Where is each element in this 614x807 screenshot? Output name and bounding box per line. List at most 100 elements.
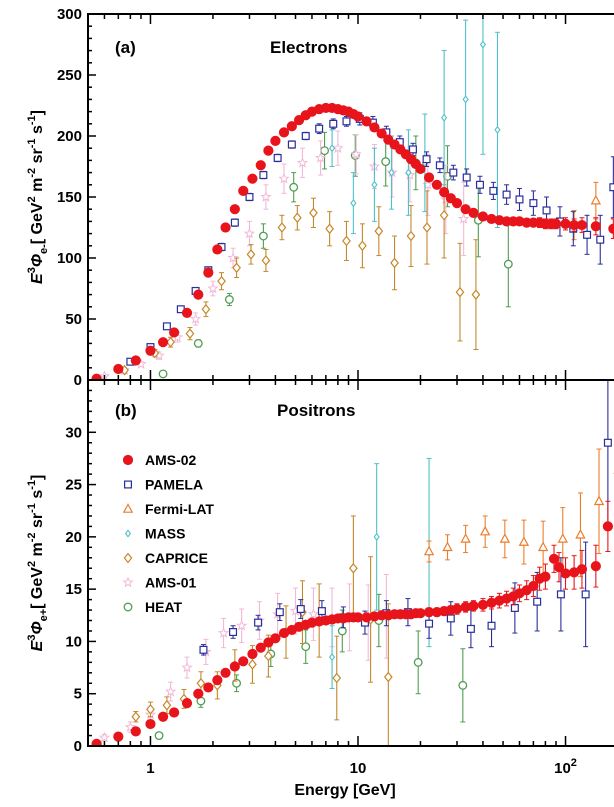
y-tick-label: 100 — [57, 250, 82, 267]
data-point — [254, 618, 263, 627]
y-axis-title-part: Φ — [29, 254, 46, 267]
data-point — [320, 146, 330, 156]
data-point — [130, 355, 141, 366]
series-ams-02-b — [91, 500, 613, 746]
y-axis-title-part: 2 — [26, 561, 38, 567]
data-point — [528, 580, 539, 592]
y-axis-title-part: -1 — [26, 503, 38, 513]
data-point — [91, 738, 102, 746]
data-point — [422, 155, 431, 164]
data-point — [181, 698, 193, 709]
y-axis-title-part: [ GeV — [29, 202, 46, 244]
data-point — [553, 562, 565, 573]
data-point — [232, 678, 242, 688]
data-point — [479, 40, 487, 49]
series-caprice-a — [120, 172, 481, 376]
data-point — [451, 603, 463, 615]
data-point — [408, 145, 417, 154]
panel-b-data-layer — [91, 380, 614, 746]
data-point — [193, 289, 204, 300]
data-point — [462, 173, 471, 182]
y-axis-title-part: -1 — [26, 138, 38, 148]
data-point — [296, 156, 309, 168]
legend-item-caprice: CAPRICE — [123, 550, 208, 566]
data-point — [98, 731, 111, 743]
data-point — [164, 685, 177, 697]
data-point — [113, 731, 124, 742]
data-point — [263, 145, 274, 156]
data-point — [243, 227, 256, 239]
y-tick-label: 15 — [65, 581, 82, 598]
data-point — [296, 605, 305, 614]
data-point — [157, 711, 169, 722]
series-fermi-lat-b — [423, 448, 614, 578]
legend-label: MASS — [145, 526, 185, 542]
data-point — [518, 536, 530, 546]
data-point — [193, 338, 203, 348]
series-ams-02-a — [91, 102, 614, 380]
series-pamela-a — [126, 112, 614, 366]
y-axis-title-part: s — [29, 490, 46, 503]
panel-b-label: (b) — [115, 401, 137, 420]
data-point — [314, 152, 327, 163]
y-axis-title-part: -2 — [26, 532, 38, 542]
legend-marker-ams-02 — [122, 454, 134, 466]
data-point — [374, 225, 384, 237]
data-point — [220, 667, 231, 678]
data-point — [238, 656, 249, 667]
data-point — [169, 327, 180, 338]
legend-item-mass: MASS — [124, 526, 185, 542]
data-point — [278, 172, 290, 184]
data-point — [533, 597, 542, 606]
data-point — [289, 182, 299, 192]
data-point — [510, 603, 519, 612]
data-point — [371, 180, 378, 189]
data-point — [270, 633, 281, 644]
data-point — [466, 624, 475, 633]
legend-marker-fermi-lat — [122, 503, 134, 513]
data-point — [113, 363, 124, 375]
data-point — [350, 148, 362, 160]
data-point — [247, 173, 258, 184]
legend-marker-caprice — [123, 552, 133, 564]
data-point — [227, 252, 239, 263]
data-point — [475, 180, 484, 189]
data-point — [468, 207, 479, 218]
data-point — [406, 230, 416, 242]
data-point — [425, 619, 434, 628]
data-point — [548, 553, 560, 564]
data-point — [261, 255, 271, 266]
legend-label: Fermi-LAT — [145, 501, 214, 517]
y-axis-title-part: -2 — [26, 168, 38, 178]
legend-label: PAMELA — [145, 477, 203, 493]
data-point — [277, 222, 287, 233]
legend-label: AMS-02 — [145, 452, 197, 468]
data-point — [608, 223, 614, 234]
data-point — [185, 328, 195, 339]
panel-b-ticks: 0 5 10 15 20 25 30 — [65, 380, 567, 755]
y-tick-label: 25 — [65, 477, 82, 494]
data-point — [181, 307, 193, 318]
data-point — [212, 675, 223, 686]
data-point — [477, 599, 489, 610]
data-point — [477, 211, 489, 222]
data-point — [342, 117, 351, 126]
y-axis-title-part: sr — [29, 148, 46, 168]
data-point — [376, 128, 387, 139]
y-tick-label: 200 — [57, 128, 82, 145]
panel-a-label: (a) — [115, 38, 136, 57]
data-point — [146, 704, 155, 715]
data-point — [350, 198, 357, 208]
data-point — [264, 650, 273, 662]
data-point — [537, 541, 549, 552]
data-point — [560, 568, 571, 579]
data-point — [462, 95, 469, 104]
data-point — [255, 160, 266, 171]
data-point — [162, 699, 172, 711]
data-point — [405, 168, 412, 177]
data-point — [449, 168, 458, 177]
data-point — [229, 204, 240, 215]
data-point — [145, 718, 156, 730]
data-point — [260, 191, 272, 202]
data-point — [154, 731, 164, 740]
